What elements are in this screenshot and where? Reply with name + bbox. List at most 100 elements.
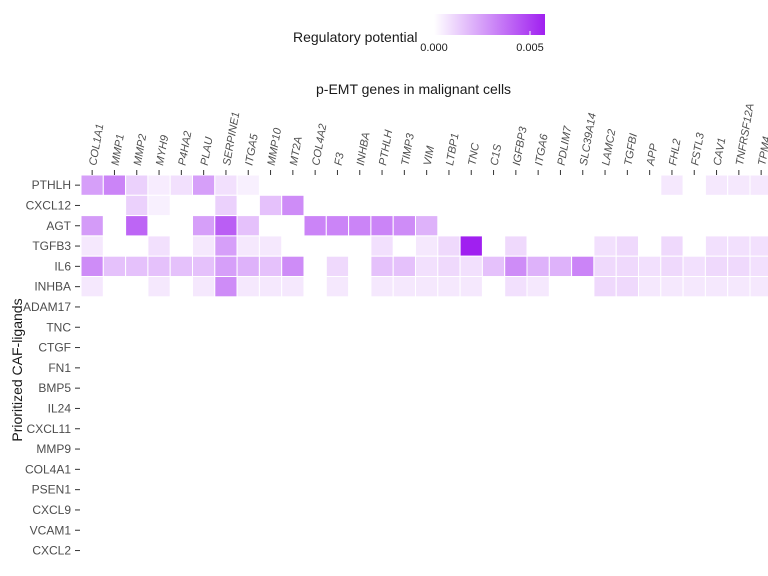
x-tick-label: SLC39A14 — [578, 112, 599, 166]
y-tick-label: COL4A1 — [25, 462, 71, 476]
heatmap-cell — [80, 276, 104, 298]
heatmap-cell — [704, 276, 729, 298]
y-tick-label: VCAM1 — [30, 523, 72, 537]
heatmap-cell — [192, 215, 216, 237]
y-axis-title: Prioritized CAF-ligands — [9, 298, 25, 442]
y-tick-label: IL24 — [48, 401, 72, 415]
x-tick-label: MYH9 — [154, 134, 171, 166]
heatmap-cell — [571, 255, 595, 278]
x-tick-label: COL4A2 — [310, 123, 329, 167]
heatmap-cell — [526, 255, 550, 278]
heatmap-cell — [370, 235, 394, 257]
heatmap-cell — [727, 235, 751, 257]
legend-tick-max: 0.005 — [516, 42, 544, 54]
heatmap-cell — [236, 215, 260, 237]
x-tick-label: C1S — [489, 143, 505, 167]
heatmap-cell — [80, 215, 104, 237]
x-tick-label: TPM4 — [756, 136, 768, 167]
y-tick-label: MMP9 — [36, 442, 71, 456]
y-tick-label: TGFB3 — [32, 239, 71, 253]
heatmap-cell — [415, 255, 439, 278]
y-tick-label: INHBA — [34, 280, 71, 294]
heatmap-cell — [192, 174, 216, 196]
x-tick-label: LTBP1 — [444, 132, 462, 166]
heatmap-cell — [125, 215, 149, 237]
heatmap-cell — [147, 235, 171, 257]
heatmap-cell — [392, 255, 417, 278]
heatmap-cell — [214, 215, 238, 237]
x-tick-label: MMP10 — [266, 126, 285, 166]
heatmap-cell — [704, 235, 729, 257]
heatmap-cell — [660, 255, 684, 278]
x-tick-label: ITGA5 — [243, 132, 260, 166]
heatmap-cell — [80, 255, 104, 278]
heatmap-cell — [660, 174, 684, 196]
x-tick-label: COL1A1 — [87, 123, 106, 167]
heatmap-cell — [214, 235, 238, 257]
y-tick-label: ADAM17 — [23, 300, 71, 314]
heatmap-cell — [192, 276, 216, 298]
x-tick-label: TGFBI — [622, 133, 639, 167]
heatmap-cell — [281, 276, 305, 298]
heatmap-cell — [236, 276, 260, 298]
heatmap-cell — [749, 235, 768, 257]
heatmap-cell — [660, 276, 684, 298]
heatmap-cell — [169, 255, 193, 278]
heatmap-cell — [125, 255, 149, 278]
heatmap-cell — [459, 235, 483, 257]
heatmap-cell — [504, 276, 528, 298]
heatmap-cell — [548, 255, 573, 278]
heatmap-cell — [682, 255, 706, 278]
heatmap-cell — [325, 215, 350, 237]
heatmap-cell — [370, 255, 394, 278]
x-tick-label: INHBA — [355, 131, 373, 166]
heatmap-cell — [370, 215, 394, 237]
heatmap-cell — [415, 235, 439, 257]
y-tick-label: IL6 — [54, 259, 71, 273]
heatmap-cell — [258, 194, 283, 217]
y-tick-label: AGT — [46, 219, 71, 233]
heatmap-cell — [192, 255, 216, 278]
heatmap-cell — [392, 215, 417, 237]
heatmap-cell — [660, 235, 684, 257]
heatmap-cell — [125, 174, 149, 196]
legend-tick-min: 0.000 — [420, 42, 448, 54]
x-tick-label: FHL2 — [667, 138, 683, 167]
heatmap-cell — [459, 255, 483, 278]
x-tick-label: TIMP3 — [399, 132, 417, 167]
heatmap-cell — [593, 235, 617, 257]
x-tick-label: TNC — [466, 142, 482, 166]
heatmap-cell — [214, 255, 238, 278]
heatmap-cell — [281, 255, 305, 278]
heatmap-cell — [214, 194, 238, 217]
heatmap-cell — [593, 255, 617, 278]
heatmap-cell — [236, 255, 260, 278]
y-tick-label: TNC — [46, 320, 71, 334]
heatmap-cell — [437, 276, 461, 298]
heatmap-cell — [749, 255, 768, 278]
y-tick-label: CTGF — [38, 341, 71, 355]
heatmap-cell — [370, 276, 394, 298]
heatmap-cell — [258, 276, 283, 298]
heatmap-cell — [281, 194, 305, 217]
heatmap-cell — [102, 255, 127, 278]
heatmap-cell — [593, 276, 617, 298]
heatmap-cell — [615, 276, 640, 298]
heatmap-cell — [147, 194, 171, 217]
heatmap-cell — [504, 235, 528, 257]
y-tick-label: CXCL11 — [27, 422, 72, 436]
heatmap-cell — [303, 215, 327, 237]
x-tick-label: SERPINE1 — [221, 111, 242, 167]
heatmap-cell — [504, 255, 528, 278]
heatmap-cell — [415, 276, 439, 298]
x-tick-label: FSTL3 — [689, 131, 707, 166]
x-tick-label: TNFRSF12A — [734, 102, 757, 166]
heatmap-cell — [192, 235, 216, 257]
heatmap-cell — [214, 276, 238, 298]
legend-color-bar — [434, 14, 545, 35]
heatmap-cell — [125, 194, 149, 217]
heatmap-cell — [147, 255, 171, 278]
heatmap-cell — [526, 276, 550, 298]
heatmap-cell — [727, 255, 751, 278]
heatmap-cell — [348, 215, 372, 237]
